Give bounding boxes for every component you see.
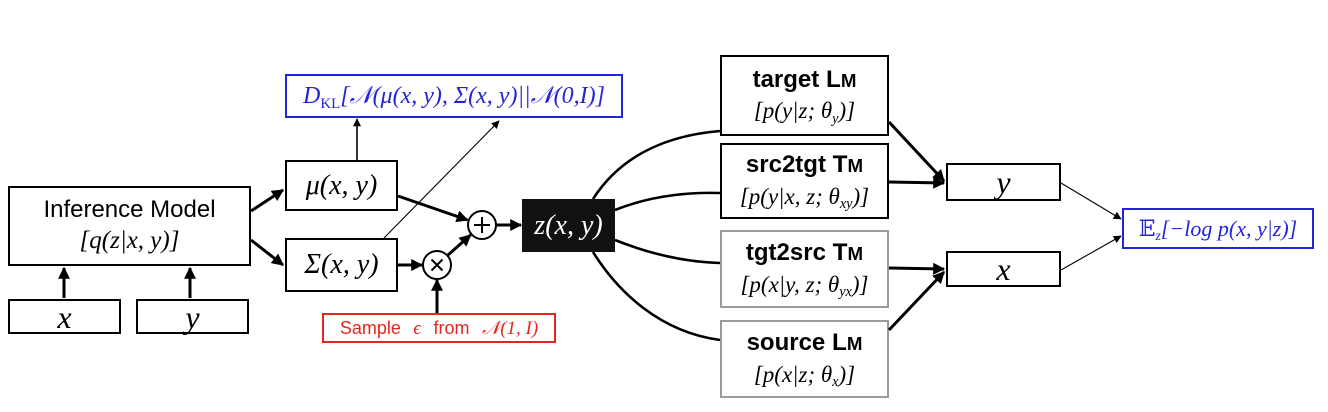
arrow-multiply-to-add	[446, 233, 472, 257]
model-type: TM	[832, 239, 864, 267]
reconstruction-objective-formula: 𝔼z[−log p(x, y|z)]	[1138, 215, 1298, 243]
arrow-covariance-to-kl	[383, 120, 500, 239]
noise-sample-text: Sample ϵ from 𝒩(1, I)	[336, 319, 542, 338]
kl-symbol: D	[303, 83, 321, 109]
from-word: from	[433, 317, 470, 338]
formula-head: [p(x|y, z; θ	[740, 271, 840, 297]
noise-distribution: 𝒩(1, I)	[482, 317, 539, 339]
curve-latent-to-source-lm	[591, 251, 721, 342]
arrow-src2tgt-to-y	[888, 176, 946, 189]
output-y-label: y	[996, 164, 1011, 200]
src2tgt-translation-model-box: src2tgt TM [p(y|x, z; θxy)]	[720, 143, 889, 219]
latent-variable-box: z(x, y)	[522, 199, 615, 252]
noise-sample-box: Sample ϵ from 𝒩(1, I)	[322, 313, 556, 343]
expectation-body: [−log p(x, y|z)]	[1160, 215, 1298, 241]
model-formula: [p(y|z; θy)]	[753, 97, 856, 127]
expectation-subscript: z	[1155, 227, 1161, 243]
model-type: TM	[832, 151, 864, 179]
formula-tail: )]	[851, 271, 869, 297]
plus-circle-icon	[467, 210, 497, 240]
arrow-inference-to-mean	[250, 188, 285, 213]
model-title: source LM	[747, 328, 863, 358]
arrow-mean-to-add	[397, 194, 469, 223]
inference-model-title: Inference Model	[43, 196, 216, 224]
curve-latent-to-src2tgt-tm	[614, 191, 721, 212]
reconstruction-objective-box: 𝔼z[−log p(x, y|z)]	[1122, 208, 1314, 249]
mean-label: μ(x, y)	[305, 169, 378, 201]
target-language-model-box: target LM [p(y|z; θy)]	[720, 55, 889, 136]
model-name: target	[752, 65, 820, 93]
arrow-inference-to-covariance	[250, 238, 284, 267]
curve-latent-to-tgt2src-tm	[614, 238, 721, 265]
model-name: tgt2src	[745, 239, 826, 267]
formula-head: [p(x|z; θ	[753, 361, 833, 387]
arrow-x-to-objective	[1060, 235, 1122, 271]
inference-model-formula: [q(z|x, y)]	[79, 227, 180, 255]
model-formula: [p(x|y, z; θyx)]	[740, 271, 869, 301]
model-title: target LM	[753, 65, 857, 95]
formula-head: [p(y|z; θ	[753, 98, 833, 124]
tgt2src-translation-model-box: tgt2src TM [p(x|y, z; θyx)]	[720, 230, 889, 308]
formula-tail: )]	[838, 98, 856, 124]
arrow-source-lm-to-x	[887, 270, 946, 332]
output-x-box: x	[946, 251, 1061, 287]
arrow-tgt2src-to-x	[888, 262, 946, 275]
model-name: src2tgt	[745, 151, 826, 179]
epsilon-symbol: ϵ	[413, 317, 421, 339]
input-y-box: y	[136, 299, 249, 334]
inference-model-box: Inference Model [q(z|x, y)]	[8, 186, 251, 266]
model-type: LM	[825, 65, 857, 93]
latent-variable-label: z(x, y)	[534, 209, 603, 241]
theta-subscript: y	[832, 110, 839, 127]
times-sign	[430, 258, 444, 272]
model-title: tgt2src TM	[746, 238, 863, 268]
theta-subscript: x	[832, 374, 839, 391]
model-type: LM	[831, 329, 863, 357]
output-y-box: y	[946, 163, 1061, 201]
sample-word: Sample	[339, 317, 401, 338]
model-formula: [p(y|x, z; θxy)]	[739, 183, 870, 213]
source-language-model-box: source LM [p(x|z; θx)]	[720, 320, 889, 398]
model-title: src2tgt TM	[746, 150, 863, 180]
input-x-label: x	[57, 298, 72, 335]
arrow-y-to-objective	[1060, 182, 1122, 220]
theta-subscript: yx	[839, 284, 852, 301]
curve-latent-to-target-lm	[591, 129, 721, 200]
kl-divergence-box: DKL[𝒩(μ(x, y), Σ(x, y)||𝒩(0,I)]	[285, 74, 623, 118]
model-name: source	[746, 329, 826, 357]
arrow-target-lm-to-y	[887, 120, 946, 183]
input-y-label: y	[185, 298, 200, 335]
plus-sign	[474, 217, 490, 233]
formula-tail: )]	[852, 183, 870, 209]
kl-body: [𝒩(μ(x, y), Σ(x, y)||𝒩(0,I)]	[340, 83, 605, 109]
covariance-label: Σ(x, y)	[304, 249, 379, 280]
plus-circle-outline	[467, 210, 497, 240]
output-x-label: x	[996, 251, 1011, 287]
expectation-symbol: 𝔼	[1138, 215, 1156, 241]
kl-subscript: KL	[320, 95, 341, 112]
formula-tail: )]	[838, 361, 856, 387]
input-x-box: x	[8, 299, 121, 334]
covariance-box: Σ(x, y)	[285, 238, 398, 292]
formula-head: [p(y|x, z; θ	[739, 183, 840, 209]
model-formula: [p(x|z; θx)]	[753, 361, 856, 391]
kl-divergence-formula: DKL[𝒩(μ(x, y), Σ(x, y)||𝒩(0,I)]	[303, 83, 605, 111]
mean-box: μ(x, y)	[285, 160, 398, 211]
times-circle-outline	[422, 250, 452, 280]
times-circle-icon	[422, 250, 452, 280]
theta-subscript: xy	[839, 196, 853, 213]
